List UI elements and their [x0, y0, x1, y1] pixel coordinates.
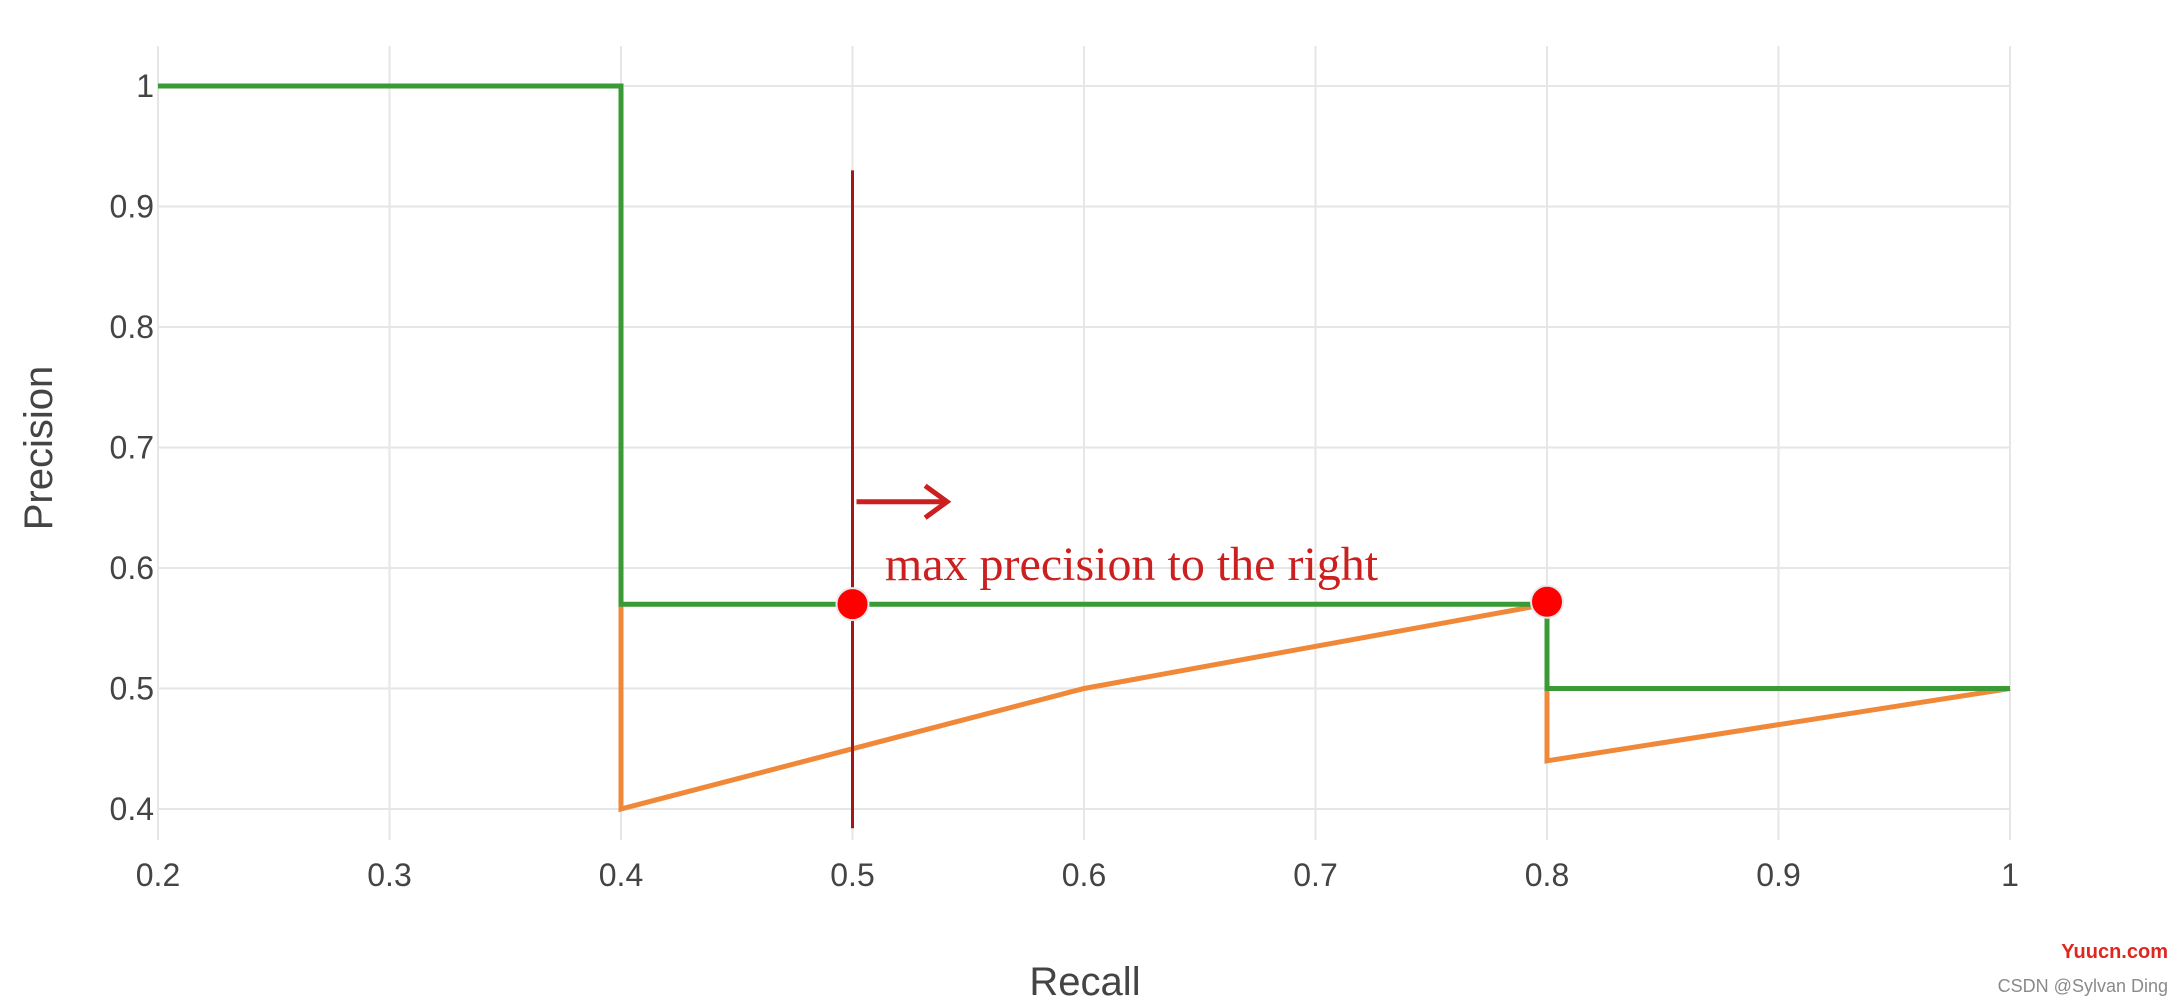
- y-axis-title: Precision: [17, 366, 61, 531]
- y-tick-label: 0.5: [110, 671, 154, 707]
- y-tick-label: 0.9: [110, 189, 154, 225]
- highlight-marker: [1530, 584, 1564, 619]
- x-tick-label: 0.4: [599, 857, 643, 893]
- series-lines: [158, 83, 2011, 813]
- y-tick-label: 1: [136, 68, 154, 104]
- x-tick-label: 0.6: [1062, 857, 1106, 893]
- x-tick-label: 0.9: [1756, 857, 1800, 893]
- x-tick-label: 0.8: [1525, 857, 1569, 893]
- y-tick-label: 0.7: [110, 430, 154, 466]
- x-tick-label: 0.7: [1293, 857, 1337, 893]
- x-tick-label: 0.5: [830, 857, 874, 893]
- y-tick-label: 0.8: [110, 309, 154, 345]
- watermark-credit: CSDN @Sylvan Ding: [1998, 976, 2168, 996]
- y-tick-label: 0.6: [110, 550, 154, 586]
- x-tick-label: 1: [2001, 857, 2019, 893]
- y-tick-label: 0.4: [110, 791, 154, 827]
- highlight-marker: [835, 587, 870, 622]
- x-tick-label: 0.2: [136, 857, 180, 893]
- arrow-right-icon: [856, 483, 952, 520]
- tick-labels: 0.2 0.3 0.4 0.5 0.6 0.7 0.8 0.9 1 0.4 0.5 0.6 0.7 0.8…: [110, 68, 2019, 893]
- series-line-orange: [618, 601, 2011, 813]
- series-line-green: [158, 83, 2010, 691]
- grid: [157, 46, 2011, 840]
- annotation-text: max precision to the right: [885, 538, 1379, 591]
- watermark-site: Yuucn.com: [2061, 941, 2168, 963]
- annotations: max precision to the right: [835, 170, 1564, 829]
- x-axis-title: Recall: [1029, 960, 1140, 1004]
- x-tick-label: 0.3: [367, 857, 411, 893]
